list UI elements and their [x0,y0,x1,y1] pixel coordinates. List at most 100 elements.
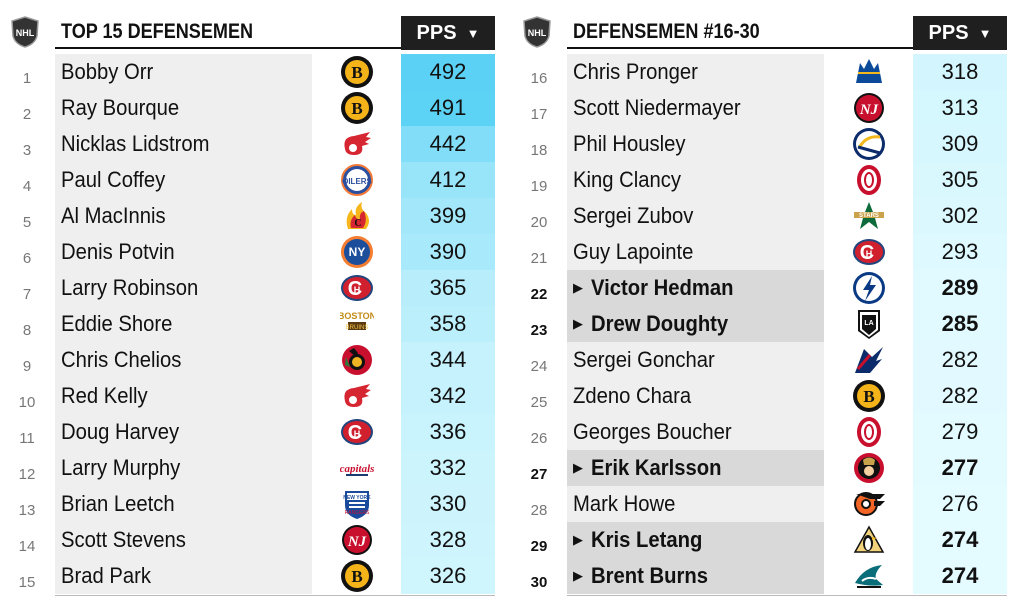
svg-text:H: H [866,249,873,259]
capitals-logo-icon: capitals [317,450,397,486]
svg-text:STARS: STARS [859,213,879,219]
pps-sort-button[interactable]: PPS ▼ [401,16,495,50]
pps-value: 328 [401,522,495,558]
player-name-cell: King Clancy [567,162,824,198]
player-name: Nicklas Lidstrom [61,131,210,156]
table-row: 1 Bobby Orr B 492 [7,54,497,90]
pps-sort-button[interactable]: PPS ▼ [913,16,1007,50]
table-row: 26 Georges Boucher 279 [519,414,1009,450]
pps-header-label: PPS [416,21,457,44]
sabres-logo-icon [829,126,909,162]
panel-top-15: NHL TOP 15 DEFENSEMEN PPS ▼ 1 Bobby Orr B 4… [7,0,497,609]
svg-text:capitals: capitals [340,463,374,475]
svg-text:H: H [354,285,361,295]
player-name: Bobby Orr [61,59,154,84]
player-name: Zdeno Chara [573,383,692,408]
red-wings-logo-icon [317,126,397,162]
table-row: 15 Brad Park B 326 [7,558,497,594]
rank-label: 30 [530,574,548,591]
player-name: Doug Harvey [61,419,180,444]
table-row: 16 Chris Pronger 318 [519,54,1009,90]
player-name: Mark Howe [573,491,676,516]
rank-label: 2 [22,106,32,123]
table-row: 20 Sergei Zubov STARS 302 [519,198,1009,234]
player-name-cell[interactable]: ▶ Erik Karlsson [567,450,824,486]
rank-label: 1 [22,70,32,87]
table-row: 5 Al MacInnis C 399 [7,198,497,234]
devils-logo-icon: NJ [829,90,909,126]
sort-down-icon: ▼ [466,25,480,41]
expand-triangle-icon[interactable]: ▶ [573,460,583,475]
player-name-cell: Nicklas Lidstrom [55,126,312,162]
panel-16-30: NHL DEFENSEMEN #16-30 PPS ▼ 16 Chris Pron… [519,0,1009,609]
rank-label: 9 [22,358,32,375]
table-row: 17 Scott Niedermayer NJ 313 [519,90,1009,126]
rank-label: 26 [530,430,548,447]
pps-value: 285 [913,306,1007,342]
player-name: Phil Housley [573,131,686,156]
player-name-cell: Eddie Shore [55,306,312,342]
player-name: Kris Letang [591,527,703,552]
kings-logo-icon: LA [829,306,909,342]
svg-text:H: H [354,429,361,439]
table-row: 23 ▶ Drew Doughty LA 285 [519,306,1009,342]
expand-triangle-icon[interactable]: ▶ [573,280,583,295]
pps-value: 318 [913,54,1007,90]
rank-label: 21 [530,250,548,267]
rank-label: 27 [530,466,548,483]
flyers-logo-icon [829,486,909,522]
player-name-cell: Scott Stevens [55,522,312,558]
rank-label: 7 [22,286,32,303]
player-name-cell: Chris Chelios [55,342,312,378]
expand-triangle-icon[interactable]: ▶ [573,532,583,547]
player-name-cell[interactable]: ▶ Drew Doughty [567,306,824,342]
pps-value: 358 [401,306,495,342]
panel-header: NHL TOP 15 DEFENSEMEN PPS ▼ [7,16,497,50]
svg-text:BOSTON: BOSTON [340,311,374,321]
player-name: Larry Murphy [61,455,181,480]
bruins-logo-icon: B [829,378,909,414]
player-name: Guy Lapointe [573,239,694,264]
player-name-cell: Paul Coffey [55,162,312,198]
rank-label: 19 [530,178,548,195]
player-name: Scott Niedermayer [573,95,741,120]
svg-text:B: B [351,63,362,82]
table-row: 29 ▶ Kris Letang 274 [519,522,1009,558]
player-name-cell: Georges Boucher [567,414,824,450]
player-name-cell[interactable]: ▶ Kris Letang [567,522,824,558]
rank-label: 14 [18,538,36,555]
table-row: 21 Guy Lapointe C H 293 [519,234,1009,270]
svg-text:B: B [351,567,362,586]
table-row: 24 Sergei Gonchar 282 [519,342,1009,378]
pps-value: 412 [401,162,495,198]
svg-text:NY: NY [349,245,366,259]
player-name: Denis Potvin [61,239,175,264]
player-name-cell: Doug Harvey [55,414,312,450]
pps-header-label: PPS [928,21,969,44]
penguins-logo-icon [829,522,909,558]
player-name: Drew Doughty [591,311,729,336]
oilers-logo-icon: OILERS [317,162,397,198]
player-name: Georges Boucher [573,419,732,444]
pps-value: 289 [913,270,1007,306]
player-name-cell: Al MacInnis [55,198,312,234]
bottom-rule [567,595,1007,596]
table-row: 13 Brian Leetch NEW YORK RANGERS 330 [7,486,497,522]
player-name-cell: Guy Lapointe [567,234,824,270]
expand-triangle-icon[interactable]: ▶ [573,568,583,583]
boston-logo-icon: BOSTON BRUINS [317,306,397,342]
player-name-cell: Larry Robinson [55,270,312,306]
svg-text:C: C [354,218,361,229]
player-name-cell[interactable]: ▶ Victor Hedman [567,270,824,306]
red-wings-logo-icon [317,378,397,414]
table-row: 3 Nicklas Lidstrom 442 [7,126,497,162]
pps-value: 274 [913,558,1007,594]
table-row: 19 King Clancy 305 [519,162,1009,198]
player-name-cell[interactable]: ▶ Brent Burns [567,558,824,594]
svg-text:C: C [348,278,362,300]
table-row: 8 Eddie Shore BOSTON BRUINS 358 [7,306,497,342]
expand-triangle-icon[interactable]: ▶ [573,316,583,331]
player-name: Red Kelly [61,383,148,408]
player-name: Brian Leetch [61,491,175,516]
rank-label: 22 [530,286,548,303]
